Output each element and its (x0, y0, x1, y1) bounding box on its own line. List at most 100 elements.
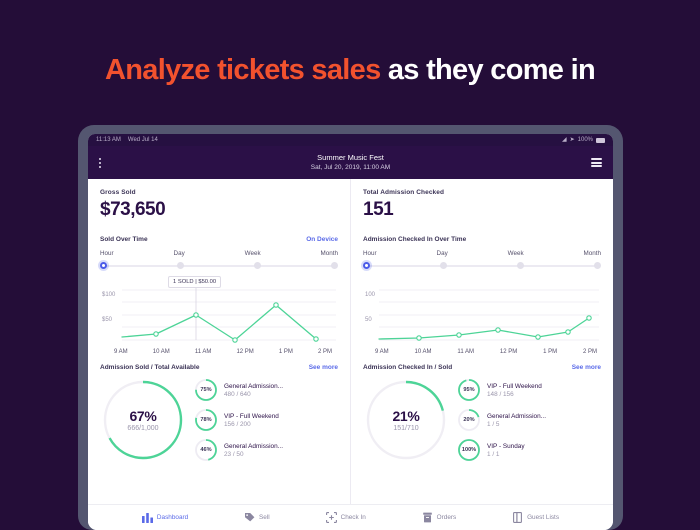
y-axis-tick-50: $50 (102, 317, 113, 323)
list-item[interactable]: 95% VIP - Full Weekend 148 / 156 (457, 378, 601, 402)
receipt-icon (422, 512, 432, 523)
mini-donut-percent: 100% (461, 447, 477, 453)
tab-check-in[interactable]: Check In (325, 512, 366, 523)
list-item-name: VIP - Full Weekend (487, 382, 542, 390)
tab-label: Guest Lists (527, 514, 560, 521)
tab-label: Check In (340, 514, 366, 521)
segment-label-week[interactable]: Week (244, 250, 261, 257)
status-bar-date: Wed Jul 14 (127, 137, 158, 143)
admission-sold-block: Admission Sold / Total Available See mor… (100, 364, 338, 463)
scan-frame-plus-icon (325, 512, 337, 523)
mini-donut-percent: 20% (463, 417, 475, 423)
list-item-counts: 23 / 50 (224, 450, 244, 458)
bottom-tab-bar: Dashboard Sell Check In (88, 504, 613, 530)
x-axis-tick-2: 11 AM (457, 349, 474, 355)
tab-guest-lists[interactable]: Guest Lists (512, 512, 559, 523)
segment-label-hour[interactable]: Hour (363, 250, 377, 257)
segment-label-week[interactable]: Week (507, 250, 524, 257)
headline-rest: as they come in (380, 54, 596, 86)
slider-dot-week[interactable] (254, 262, 261, 269)
tag-icon (245, 513, 255, 522)
slider-dot-day[interactable] (177, 262, 184, 269)
on-device-link[interactable]: On Device (306, 236, 338, 243)
page-title: Analyze tickets sales as they come in (0, 54, 700, 87)
tab-label: Dashboard (156, 514, 189, 521)
list-item[interactable]: 100% VIP - Sunday 1 / 1 (457, 438, 601, 462)
list-item-name: VIP - Sunday (487, 442, 525, 450)
battery-full-icon (596, 137, 605, 143)
admission-checked-in-title: Admission Checked In / Sold (363, 364, 453, 371)
app-header-bar: Summer Music Fest Sat, Jul 20, 2019, 11:… (88, 146, 613, 179)
tab-sell[interactable]: Sell (244, 512, 270, 523)
mini-donut: 20% (457, 408, 481, 432)
admission-sold-counts: 666/1,000 (127, 425, 159, 432)
checked-in-over-time-title: Admission Checked In Over Time (363, 236, 467, 243)
list-item-name: General Admission... (224, 382, 283, 390)
filter-sliders-icon[interactable] (591, 158, 602, 167)
x-axis-tick-0: 9 AM (114, 349, 128, 355)
list-item-counts: 1 / 5 (487, 420, 500, 428)
y-axis-tick-100: $100 (102, 292, 116, 298)
location-arrow-icon: ➤ (569, 137, 575, 143)
sold-over-time-chart: $100 $50 1 SOLD | $50.00 (100, 276, 338, 355)
gross-sold-label: Gross Sold (100, 189, 136, 196)
list-item[interactable]: 46% General Admission... 23 / 50 (194, 438, 338, 462)
segment-label-month[interactable]: Month (320, 250, 338, 257)
list-item-name: VIP - Full Weekend (224, 412, 279, 420)
slider-dot-month[interactable] (594, 262, 601, 269)
x-axis-tick-1: 10 AM (152, 349, 170, 355)
list-item[interactable]: 78% VIP - Full Weekend 156 / 200 (194, 408, 338, 432)
mini-donut: 100% (457, 438, 481, 462)
list-item[interactable]: 75% General Admission... 480 / 640 (194, 378, 338, 402)
wifi-icon: ◢ (561, 137, 567, 143)
bar-chart-icon (141, 513, 153, 523)
mini-donut: 78% (194, 408, 218, 432)
x-axis-tick-5: 2 PM (317, 349, 332, 355)
slider-dot-hour[interactable] (363, 262, 370, 269)
mini-donut: 95% (457, 378, 481, 402)
app-header-titles: Summer Music Fest Sat, Jul 20, 2019, 11:… (88, 152, 613, 173)
list-item-counts: 480 / 640 (224, 390, 251, 398)
y-axis-tick-50: 50 (365, 317, 372, 323)
total-admission-checked-value: 151 (363, 199, 394, 220)
admission-sold-see-more-link[interactable]: See more (308, 364, 338, 371)
segment-label-month[interactable]: Month (583, 250, 601, 257)
panel-gross-sold: Gross Sold $73,650 Sold Over Time On Dev… (88, 179, 351, 504)
x-axis-tick-4: 1 PM (278, 349, 293, 355)
dashboard-content: Gross Sold $73,650 Sold Over Time On Dev… (88, 179, 613, 504)
x-axis-tick-1: 10 AM (414, 349, 432, 355)
segment-label-day[interactable]: Day (173, 250, 185, 257)
admission-sold-donut: 67% 666/1,000 (100, 377, 186, 463)
list-item-name: General Admission... (487, 412, 546, 420)
slider-dot-week[interactable] (517, 262, 524, 269)
x-axis-tick-0: 9 AM (375, 349, 389, 355)
mini-donut: 75% (194, 378, 218, 402)
tab-dashboard[interactable]: Dashboard (141, 512, 189, 523)
x-axis-tick-2: 11 AM (194, 349, 212, 355)
segment-label-day[interactable]: Day (436, 250, 448, 257)
x-axis-tick-5: 2 PM (582, 349, 597, 355)
checkin-time-range-slider[interactable]: Hour Day Week Month (363, 250, 601, 272)
sold-time-range-slider[interactable]: Hour Day Week Month (100, 250, 338, 272)
status-bar-time: 11:13 AM (96, 137, 121, 143)
list-item-name: General Admission... (224, 442, 283, 450)
slider-dot-hour[interactable] (100, 262, 107, 269)
mini-donut: 46% (194, 438, 218, 462)
mini-donut-percent: 78% (200, 417, 212, 423)
panel-admission-checked: Total Admission Checked 151 Admission Ch… (351, 179, 613, 504)
admission-checked-in-donut: 21% 151/710 (363, 377, 449, 463)
slider-dot-day[interactable] (440, 262, 447, 269)
list-item[interactable]: 20% General Admission... 1 / 5 (457, 408, 601, 432)
x-axis-tick-4: 1 PM (543, 349, 558, 355)
headline-accent: Analyze tickets sales (105, 54, 381, 86)
mini-donut-percent: 46% (200, 447, 212, 453)
admission-checked-in-block: Admission Checked In / Sold See more 21%… (363, 364, 601, 463)
slider-dot-month[interactable] (331, 262, 338, 269)
admission-checked-in-percent: 21% (392, 408, 420, 424)
mini-donut-percent: 75% (200, 387, 212, 393)
admission-checked-in-see-more-link[interactable]: See more (571, 364, 601, 371)
tab-orders[interactable]: Orders (422, 512, 456, 523)
kebab-menu-icon[interactable] (99, 157, 101, 168)
segment-label-hour[interactable]: Hour (100, 250, 114, 257)
chart-tooltip: 1 SOLD | $50.00 (168, 276, 222, 288)
